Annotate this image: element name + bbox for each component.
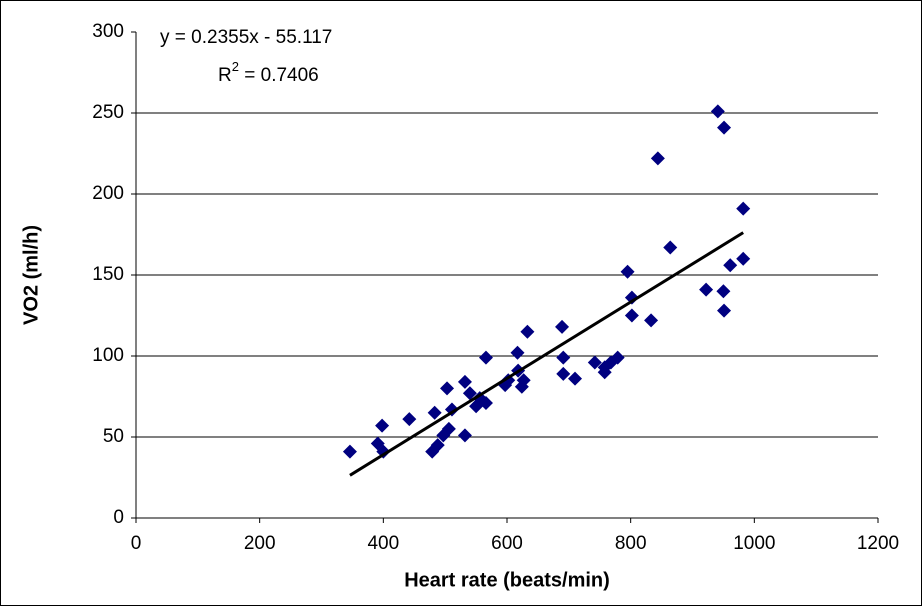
data-point	[501, 373, 516, 388]
data-point	[462, 386, 477, 401]
y-tick-label: 0	[113, 507, 124, 528]
data-point	[568, 371, 583, 386]
data-point	[736, 201, 751, 216]
data-point	[555, 319, 570, 334]
r-squared-superscript: 2	[232, 59, 239, 74]
data-point	[610, 350, 625, 365]
y-tick-label: 100	[92, 345, 124, 366]
y-tick-label: 150	[92, 264, 124, 285]
r-squared-prefix: R	[218, 65, 232, 86]
data-point	[723, 258, 738, 273]
x-tick-label: 800	[615, 533, 647, 554]
x-tick-label: 1200	[857, 533, 899, 554]
data-point	[457, 374, 472, 389]
data-point	[717, 120, 732, 135]
data-point	[663, 240, 678, 255]
trendline	[349, 231, 744, 477]
data-point	[440, 381, 455, 396]
r-squared-value: = 0.7406	[239, 65, 319, 86]
data-point	[597, 365, 612, 380]
y-axis-label: VO2 (ml/h)	[20, 225, 42, 325]
data-point	[587, 355, 602, 370]
data-point	[457, 428, 472, 443]
data-point	[516, 373, 531, 388]
data-point	[650, 151, 665, 166]
data-point	[716, 284, 731, 299]
x-tick-label: 200	[244, 533, 276, 554]
data-point	[427, 405, 442, 420]
data-point	[556, 366, 571, 381]
data-point	[736, 251, 751, 266]
x-tick-label: 600	[491, 533, 523, 554]
data-point	[430, 438, 445, 453]
data-point	[644, 313, 659, 328]
data-point	[699, 282, 714, 297]
data-point	[441, 421, 456, 436]
data-point	[510, 345, 525, 360]
trendline-equation: y = 0.2355x - 55.117	[160, 27, 332, 48]
x-tick-label: 400	[367, 533, 399, 554]
data-point	[620, 264, 635, 279]
data-point	[624, 308, 639, 323]
data-point	[717, 303, 732, 318]
data-point	[710, 104, 725, 119]
data-point	[520, 324, 535, 339]
data-point	[402, 412, 417, 427]
x-axis-label: Heart rate (beats/min)	[404, 569, 610, 591]
y-tick-label: 200	[92, 183, 124, 204]
data-point	[375, 418, 390, 433]
data-point	[478, 395, 493, 410]
r-squared: R2 = 0.7406	[218, 59, 319, 86]
x-tick-label: 0	[131, 533, 142, 554]
data-point	[342, 444, 357, 459]
y-tick-label: 50	[103, 426, 124, 447]
data-point	[624, 290, 639, 305]
y-tick-label: 300	[92, 21, 124, 42]
x-tick-label: 1000	[733, 533, 775, 554]
data-point	[376, 444, 391, 459]
data-point	[478, 350, 493, 365]
y-tick-label: 250	[92, 102, 124, 123]
data-point	[556, 350, 571, 365]
